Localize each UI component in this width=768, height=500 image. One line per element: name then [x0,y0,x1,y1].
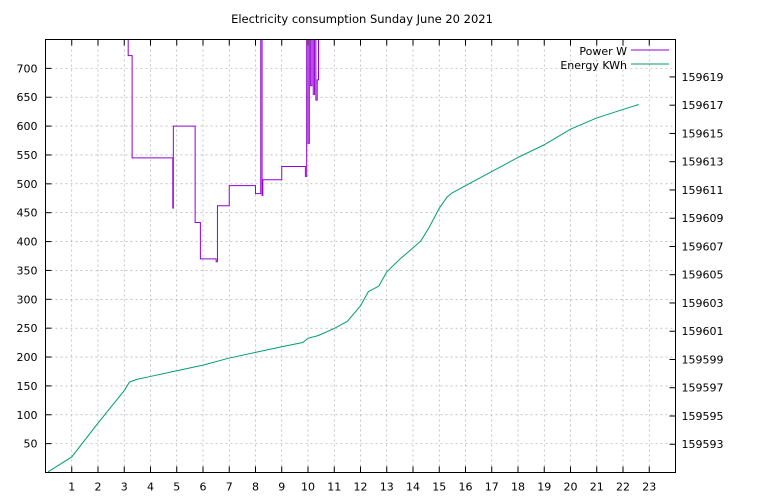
y2-tick-label: 159619 [682,71,724,84]
y2-tick-label: 159603 [682,297,724,310]
x-tick-label: 16 [459,481,473,494]
x-tick-label: 3 [121,481,128,494]
x-tick-label: 19 [537,481,551,494]
y-tick-label: 200 [17,351,38,364]
x-tick-label: 4 [147,481,154,494]
x-tick-label: 10 [301,481,315,494]
y-tick-label: 100 [17,409,38,422]
x-tick-label: 12 [354,481,368,494]
y-tick-label: 550 [17,149,38,162]
x-tick-label: 1 [68,481,75,494]
x-tick-label: 11 [327,481,341,494]
y-tick-label: 250 [17,322,38,335]
legend-label-power: Power W [579,45,627,58]
y2-tick-label: 159607 [682,240,724,253]
x-tick-label: 21 [590,481,604,494]
x-tick-label: 15 [432,481,446,494]
x-tick-label: 6 [200,481,207,494]
series-energy [47,104,639,473]
y2-tick-label: 159593 [682,438,724,451]
y2-tick-label: 159605 [682,269,724,282]
x-tick-label: 7 [226,481,233,494]
legend-label-energy: Energy KWh [560,59,627,72]
x-tick-label: 17 [485,481,499,494]
series-power [127,39,319,263]
x-tick-label: 5 [173,481,180,494]
series-line-energy [47,104,639,473]
y2-tick-label: 159597 [682,382,724,395]
series-line-power [127,39,319,263]
y-tick-label: 150 [17,380,38,393]
x-tick-label: 22 [616,481,630,494]
x-axis: 1 2 3 4 5 6 7 8 9 10 11 12 13 14 15 16 17 18 19 20 21 22 23 [68,39,656,494]
x-tick-label: 20 [564,481,578,494]
y-tick-label: 500 [17,178,38,191]
x-tick-label: 9 [278,481,285,494]
y-tick-label: 300 [17,293,38,306]
y2-tick-label: 159599 [682,353,724,366]
y-tick-label: 350 [17,264,38,277]
x-tick-label: 2 [95,481,102,494]
y2-tick-label: 159601 [682,325,724,338]
x-tick-label: 18 [511,481,525,494]
y-tick-label: 450 [17,207,38,220]
x-tick-label: 8 [252,481,259,494]
grid [45,39,676,473]
legend: Power W Energy KWh [560,45,669,72]
x-tick-label: 13 [380,481,394,494]
y-tick-label: 650 [17,91,38,104]
y-tick-label: 400 [17,236,38,249]
y-axis-right: 159593 159595 159597 159599 159601 159603 1596… [669,71,724,451]
y2-tick-label: 159615 [682,127,724,140]
y-tick-label: 600 [17,120,38,133]
y-tick-label: 50 [24,438,38,451]
x-tick-label: 14 [406,481,420,494]
y-tick-label: 700 [17,62,38,75]
y2-tick-label: 159611 [682,184,724,197]
y2-tick-label: 159609 [682,212,724,225]
y2-tick-label: 159595 [682,410,724,423]
y2-tick-label: 159613 [682,156,724,169]
x-tick-label: 23 [642,481,656,494]
y2-tick-label: 159617 [682,99,724,112]
chart-title: Electricity consumption Sunday June 20 2… [231,12,493,26]
y-axis-left: 50 100 150 200 250 300 350 400 450 500 550 600 650 70… [17,62,52,451]
